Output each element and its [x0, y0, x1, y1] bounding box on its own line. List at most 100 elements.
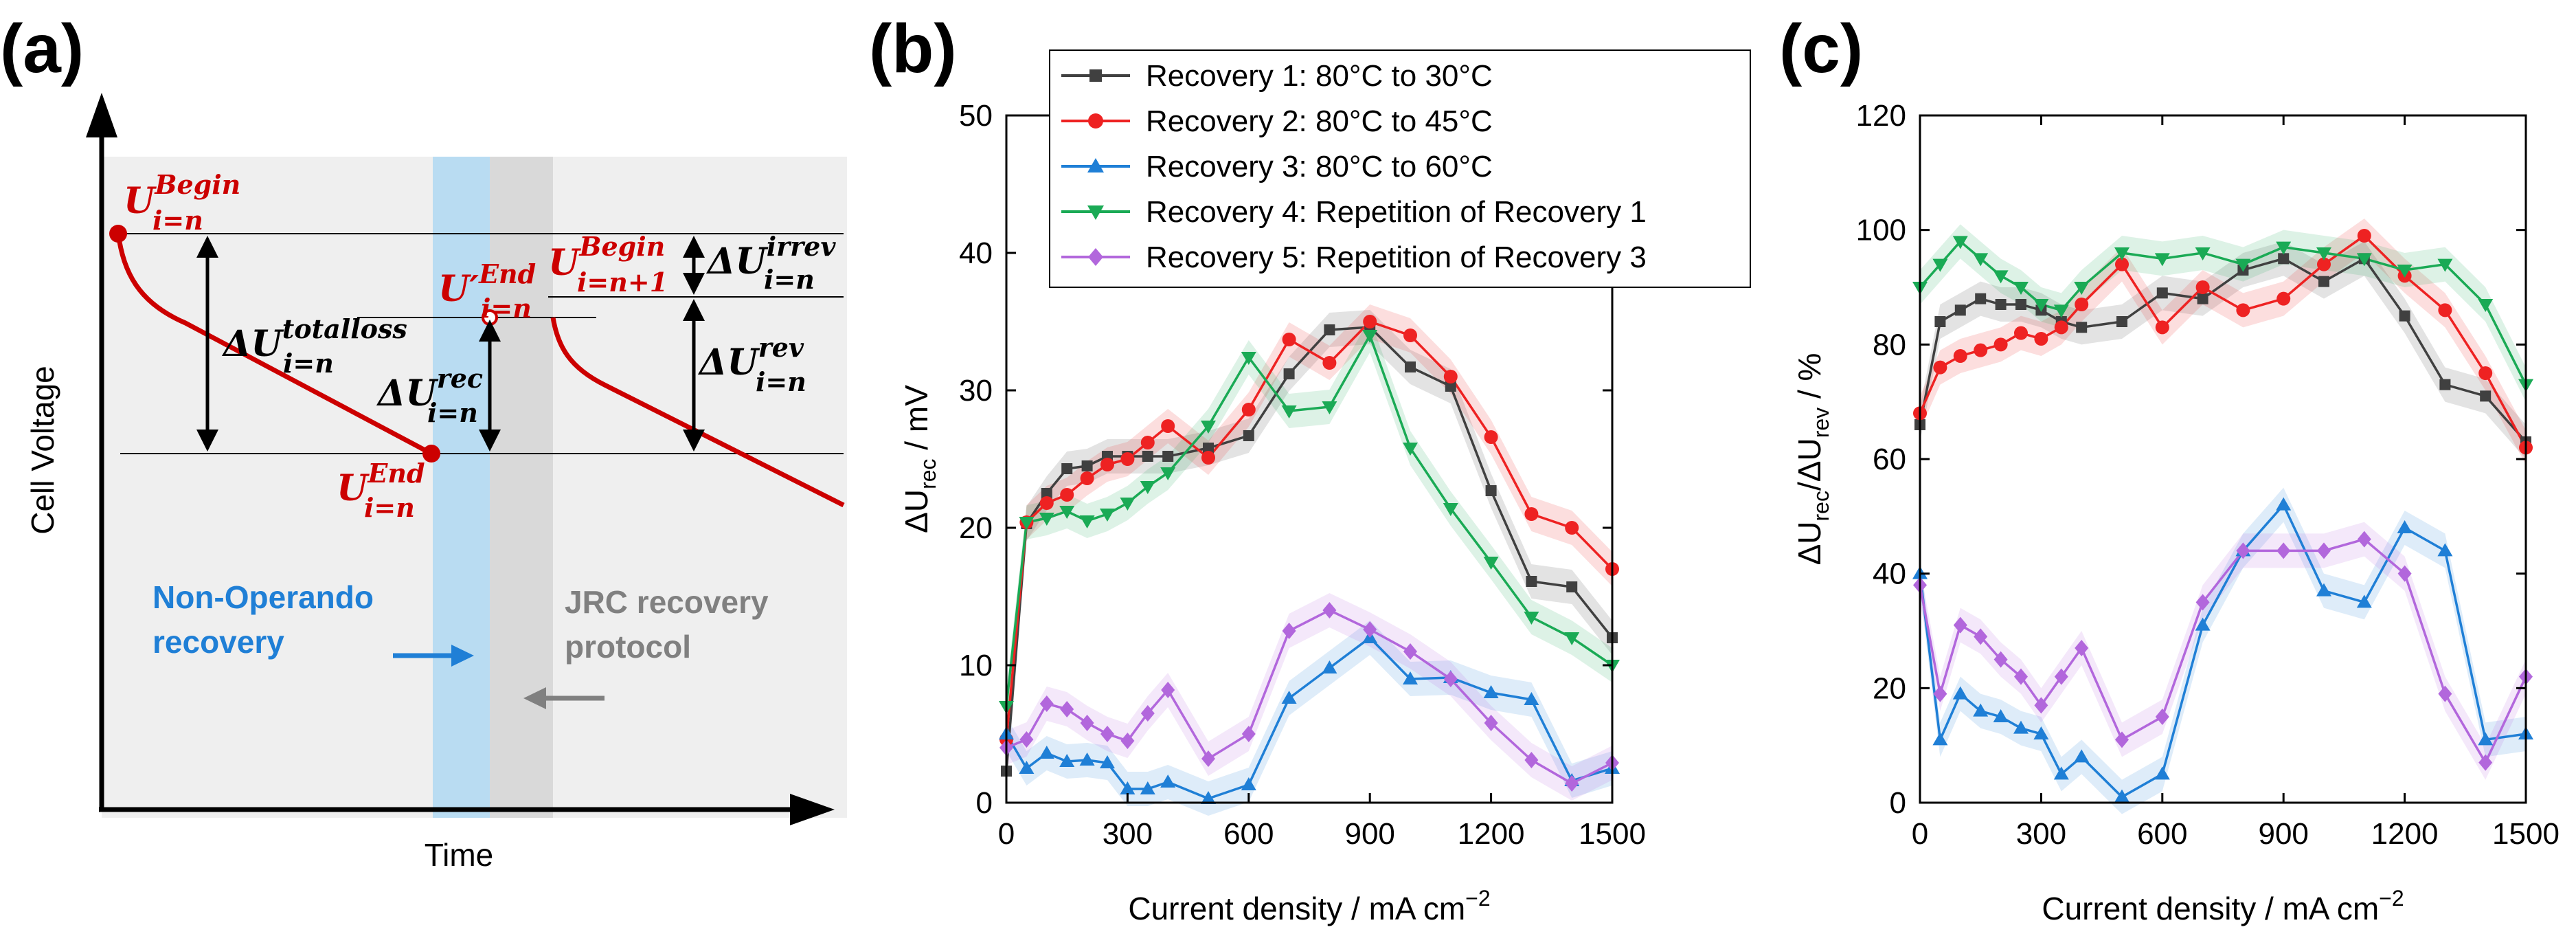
- legend-entry-label: Recovery 2: 80°C to 45°C: [1146, 104, 1493, 138]
- recovery-2-point: [1080, 471, 1094, 485]
- recovery-3-point: [1932, 732, 1948, 746]
- recovery-1-point: [2197, 293, 2208, 304]
- recovery-5-point: [2155, 709, 2169, 725]
- recovery-2-point: [1565, 521, 1579, 535]
- recovery-5-point: [1161, 682, 1175, 698]
- recovery-4-point: [1993, 270, 2009, 284]
- recovery-5-point: [2075, 640, 2089, 656]
- x-tick-label: 1500: [2492, 817, 2560, 851]
- rec-double-arrow: [479, 320, 501, 452]
- legend-entry-label: Recovery 5: Repetition of Recovery 3: [1146, 241, 1647, 274]
- legend-swatch-marker: [1088, 113, 1103, 129]
- legend-swatch-marker: [1089, 69, 1102, 82]
- recovery-2-point: [1484, 430, 1498, 444]
- recovery-3-point: [1952, 686, 1968, 700]
- recovery-2-point: [2075, 298, 2089, 311]
- voltage-decay-curve-1: [115, 233, 433, 456]
- legend-entry-label: Recovery 1: 80°C to 30°C: [1146, 59, 1493, 93]
- recovery-1-point: [1566, 581, 1578, 592]
- recovery-4-point: [1483, 557, 1499, 570]
- recovery-5-point: [2357, 531, 2371, 548]
- recovery-1-point: [1445, 381, 1456, 392]
- recovery-2-point: [2478, 366, 2493, 380]
- recovery-3-point: [1241, 777, 1256, 790]
- panel-c-ticks: 0 300 600 900 1200 1500 0 20 40 60 80 100 120: [1856, 99, 2560, 851]
- recovery-5-point: [2478, 754, 2493, 771]
- recovery-2-point: [2195, 280, 2210, 294]
- recovery-3-point: [2437, 543, 2453, 557]
- non-operando-arrow-icon: [393, 645, 474, 667]
- recovery-3-point: [1993, 709, 2009, 722]
- schematic-x-label: Time: [425, 837, 494, 873]
- irrev-double-arrow: [683, 236, 705, 295]
- recovery-2-point: [1241, 403, 1256, 416]
- recovery-3-point: [1019, 761, 1035, 774]
- u-begin-next-label: UBegin i=n+1: [548, 231, 668, 298]
- recovery-3-point: [2114, 789, 2129, 803]
- recovery-3-point: [1973, 703, 1989, 717]
- recovery-5-point: [1140, 705, 1155, 722]
- recovery-2-point: [1953, 349, 1967, 363]
- recovery-2-point: [1363, 315, 1377, 328]
- recovery-1-point: [1142, 451, 1153, 462]
- recovery-1-point: [1041, 488, 1052, 499]
- recovery-5-point: [1019, 731, 1034, 748]
- y-tick-label: 0: [1890, 786, 1906, 820]
- delta-u-irrev-label: ΔUirrev i=n: [705, 231, 836, 295]
- y-tick-label: 10: [959, 649, 993, 682]
- recovery-4-point: [1120, 498, 1136, 511]
- recovery-2-point: [2317, 257, 2331, 271]
- recovery-2-point: [1140, 436, 1155, 449]
- panel-c-markers: [1912, 229, 2533, 803]
- recovery-1-point: [2399, 310, 2410, 322]
- recovery-3-point: [1100, 755, 1115, 768]
- jrc-band: [490, 157, 553, 818]
- recovery-5-point: [1201, 750, 1215, 767]
- recovery-2-point: [1524, 507, 1539, 521]
- recovery-2-point: [1443, 370, 1458, 383]
- recovery-5-point: [1282, 623, 1296, 639]
- recovery-3-point: [1059, 754, 1075, 767]
- x-tick-label: 600: [2137, 817, 2187, 851]
- recovery-5-point: [2195, 594, 2210, 611]
- legend-entry-label: Recovery 3: 80°C to 60°C: [1146, 150, 1493, 183]
- y-tick-label: 50: [959, 99, 993, 133]
- recovery-4-point: [1201, 421, 1216, 434]
- recovery-5-point: [1443, 671, 1458, 687]
- recovery-4-point: [1140, 481, 1155, 494]
- x-tick-label: 300: [1103, 817, 1153, 851]
- recovery-1-point: [1283, 368, 1295, 379]
- panel-a-schematic: (a): [0, 10, 847, 873]
- legend-swatch-marker: [1087, 158, 1104, 172]
- panel-a-label: (a): [0, 10, 84, 87]
- y-tick-label: 0: [976, 786, 993, 820]
- recovery-2-point: [1933, 360, 1947, 375]
- recovery-3-point: [1140, 781, 1155, 794]
- recovery-3-point: [1483, 685, 1499, 698]
- panel-b-chart: (b) 0 300 600 900 1200 1500 0 10 20 30 40 50 Curren…: [869, 10, 1751, 926]
- y-tick-label: 120: [1856, 99, 1906, 133]
- x-tick-label: 0: [1912, 817, 1928, 851]
- x-tick-label: 900: [1344, 817, 1394, 851]
- x-tick-label: 600: [1223, 817, 1274, 851]
- recovery-1-point: [1995, 299, 2007, 310]
- recovery-4-point: [1281, 405, 1297, 419]
- recovery-4-band: [1006, 318, 1612, 724]
- recovery-5-point: [1933, 685, 1947, 702]
- legend-entry-label: Recovery 4: Repetition of Recovery 1: [1146, 195, 1647, 229]
- recovery-1-point: [1203, 443, 1214, 454]
- recovery-1-point: [2318, 276, 2329, 287]
- recovery-1-point: [2156, 287, 2168, 299]
- recovery-1-point: [2439, 379, 2451, 390]
- u-begin-label: UBegin i=n: [124, 169, 240, 236]
- recovery-3-point: [1201, 791, 1216, 804]
- x-tick-label: 900: [2258, 817, 2308, 851]
- recovery-3-point: [1322, 660, 1337, 673]
- recovery-4-point: [1079, 515, 1095, 528]
- recovery-2-point: [2276, 291, 2291, 306]
- recovery-5-point: [1100, 726, 1114, 742]
- legend-box: [1049, 49, 1751, 288]
- recovery-5-point: [2276, 542, 2291, 559]
- recovery-5-point: [1484, 715, 1498, 731]
